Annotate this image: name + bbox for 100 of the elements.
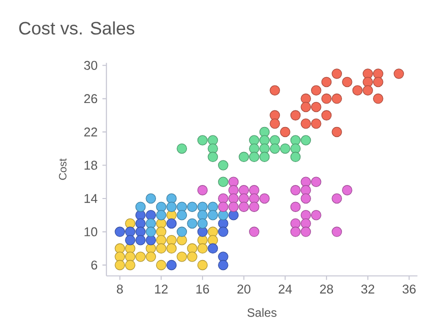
- point: [290, 185, 301, 196]
- point: [208, 210, 218, 220]
- point: [352, 85, 363, 96]
- y-tick-label: 22: [84, 128, 98, 136]
- point: [156, 210, 166, 220]
- point: [146, 210, 156, 220]
- y-tick-label: 26: [84, 94, 98, 104]
- point: [332, 126, 342, 138]
- point: [135, 252, 146, 262]
- point: [300, 118, 311, 129]
- point: [290, 226, 301, 237]
- point: [166, 202, 177, 212]
- point: [218, 202, 228, 212]
- x-tick-label: 20: [237, 284, 250, 294]
- point: [197, 135, 208, 146]
- point: [218, 210, 228, 220]
- point: [321, 76, 332, 88]
- point: [166, 193, 177, 204]
- point: [176, 226, 187, 237]
- point: [197, 226, 208, 237]
- point: [197, 243, 208, 254]
- point: [238, 193, 249, 204]
- point: [187, 202, 198, 212]
- y-tick-label: 30: [84, 60, 98, 70]
- point: [290, 202, 301, 212]
- x-axis-title: Sales: [247, 308, 276, 317]
- point: [342, 185, 352, 196]
- point: [249, 202, 260, 212]
- point: [300, 226, 311, 237]
- point: [290, 110, 301, 120]
- point: [290, 143, 301, 154]
- point: [197, 218, 208, 229]
- point: [373, 94, 384, 104]
- point: [332, 94, 342, 104]
- point: [270, 118, 280, 129]
- point: [114, 226, 125, 237]
- point: [259, 143, 270, 154]
- point: [249, 226, 260, 237]
- point: [373, 68, 384, 79]
- point: [135, 234, 146, 246]
- point: [176, 210, 187, 220]
- point: [300, 94, 311, 104]
- point: [342, 76, 352, 88]
- point: [228, 202, 239, 212]
- y-tick-label: 6: [91, 260, 98, 270]
- x-tick-label: 28: [320, 284, 333, 294]
- point: [218, 160, 228, 170]
- point: [125, 260, 136, 270]
- point: [146, 226, 156, 237]
- point: [311, 102, 322, 112]
- point: [373, 76, 384, 88]
- point: [270, 143, 280, 154]
- point: [394, 68, 404, 79]
- point: [280, 143, 290, 154]
- point: [146, 252, 156, 262]
- point: [238, 185, 249, 196]
- point: [197, 185, 208, 196]
- point: [156, 243, 166, 254]
- point: [146, 193, 156, 204]
- point: [290, 218, 301, 229]
- point: [259, 193, 270, 204]
- chart-title: Cost vs. Sales: [19, 21, 134, 35]
- point: [249, 193, 260, 204]
- point: [311, 118, 322, 129]
- point: [238, 152, 249, 162]
- point: [228, 185, 239, 196]
- point: [156, 260, 166, 270]
- point: [249, 152, 260, 162]
- point: [311, 176, 322, 188]
- point: [218, 193, 228, 204]
- point: [332, 193, 342, 204]
- x-tick-label: 36: [402, 284, 416, 294]
- x-tick-label: 12: [155, 284, 168, 294]
- point: [176, 143, 187, 154]
- point: [270, 110, 280, 120]
- point: [197, 202, 208, 212]
- point: [280, 126, 290, 138]
- point: [321, 110, 332, 120]
- point: [300, 193, 311, 204]
- point: [300, 185, 311, 196]
- point: [321, 94, 332, 104]
- point: [311, 85, 322, 96]
- point: [125, 234, 136, 246]
- point: [135, 202, 146, 212]
- point: [176, 252, 187, 262]
- point: [187, 243, 198, 254]
- point: [249, 185, 260, 196]
- point: [208, 143, 218, 154]
- point: [228, 193, 239, 204]
- point: [249, 143, 260, 154]
- point: [238, 202, 249, 212]
- point: [362, 85, 373, 96]
- point: [228, 176, 239, 188]
- point: [218, 176, 228, 188]
- point: [290, 152, 301, 162]
- point: [208, 152, 218, 162]
- point: [300, 135, 311, 146]
- x-tick-label: 16: [196, 284, 209, 294]
- point: [218, 252, 228, 262]
- point: [166, 218, 177, 229]
